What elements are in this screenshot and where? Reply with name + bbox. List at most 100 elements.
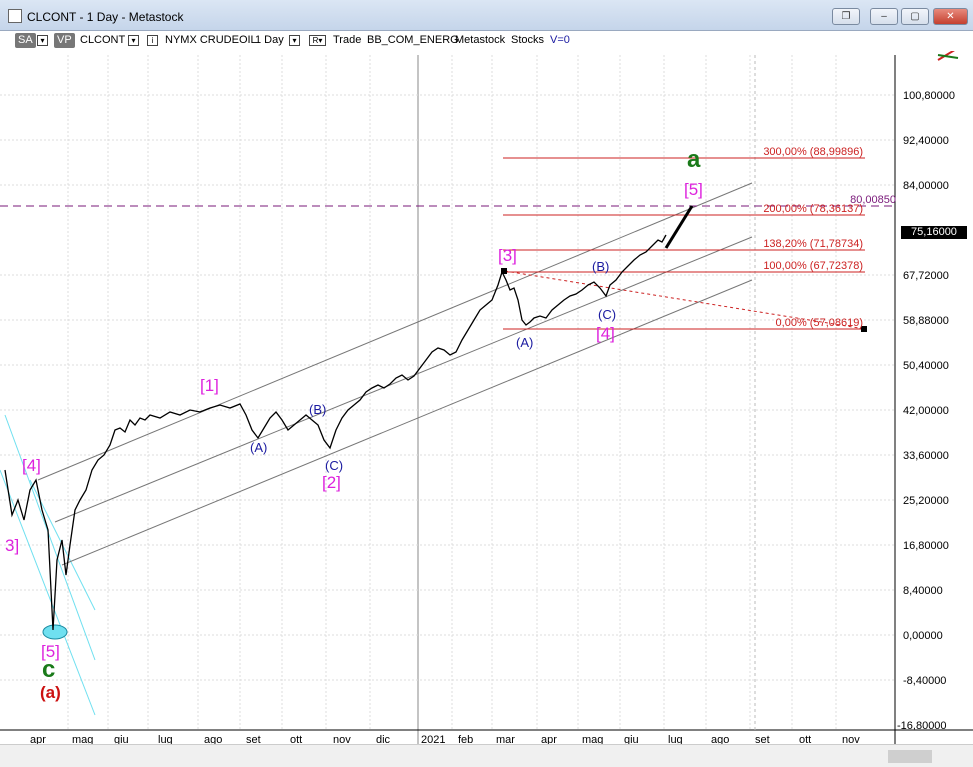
time-label: mar	[496, 734, 515, 744]
wave-a-top-label: a	[687, 146, 701, 173]
price-label: 8,40000	[903, 585, 943, 597]
wave-5-label: [5]	[684, 180, 703, 199]
r-dropdown[interactable]: R▾	[309, 35, 326, 46]
fib-levels	[503, 157, 866, 330]
period-label: 1 Day	[255, 34, 284, 46]
chart-window-icon	[8, 9, 22, 23]
vp-button[interactable]: VP	[54, 33, 75, 48]
wave-c1-label: (C)	[325, 458, 343, 473]
fib-labels: 300,00% (88,99896) 200,00% (78,36137) 13…	[763, 146, 896, 329]
price-label: 33,60000	[903, 450, 949, 462]
wave-2-label: [2]	[322, 473, 341, 492]
fib-label-100: 100,00% (67,72378)	[763, 260, 863, 272]
restore-icon: ❐	[841, 11, 851, 22]
wave-a-red-label: (a)	[40, 683, 61, 702]
price-label: 0,00000	[903, 630, 943, 642]
fib-label-138: 138,20% (71,78734)	[763, 238, 863, 250]
price-label: 92,40000	[903, 135, 949, 147]
time-label: apr	[541, 734, 557, 744]
fib-start-marker	[501, 268, 507, 274]
restore-button[interactable]: ❐	[832, 8, 860, 25]
wave-1-label: [1]	[200, 376, 219, 395]
time-label: feb	[458, 734, 473, 744]
time-label: set	[755, 734, 770, 744]
time-label: giu	[624, 734, 639, 744]
time-label: ago	[204, 734, 222, 744]
fib-label-0: 0,00% (57,08619)	[776, 317, 863, 329]
dashed-level-label: 80,00850	[850, 194, 896, 206]
info-icon[interactable]: i	[147, 35, 158, 46]
trend-channel	[37, 182, 753, 566]
trade-label: Trade	[333, 34, 362, 46]
wave-4-left-label: [4]	[22, 456, 41, 475]
wave-4-label: [4]	[596, 324, 615, 343]
time-label: ott	[799, 734, 811, 744]
maximize-icon: ▢	[910, 11, 920, 22]
wave-3-left-label: 3]	[5, 536, 19, 555]
close-icon: ✕	[946, 11, 955, 22]
wave-3-label: [3]	[498, 246, 517, 265]
price-label: 84,00000	[903, 180, 949, 192]
symbol-dropdown-icon[interactable]: ▾	[128, 35, 139, 46]
time-label: nov	[842, 734, 860, 744]
close-button[interactable]: ✕	[933, 8, 968, 25]
maximize-button[interactable]: ▢	[901, 8, 929, 25]
price-axis-labels: 100,80000 92,40000 84,00000 67,72000 58,…	[897, 90, 955, 732]
time-label: mag	[582, 734, 603, 744]
fib-end-marker	[861, 326, 867, 332]
wave-5-low-label: [5]	[41, 642, 60, 661]
price-label: -8,40000	[903, 675, 946, 687]
chart-toolbar: SA ▾ VP CLCONT ▾ i NYMX CRUDEOIL 1 Day ▾…	[0, 31, 973, 51]
price-label: 42,00000	[903, 405, 949, 417]
price-label: 50,40000	[903, 360, 949, 372]
price-label: 58,88000	[903, 315, 949, 327]
sa-dropdown-icon[interactable]: ▾	[37, 35, 48, 46]
time-label: ago	[711, 734, 729, 744]
wave-a2-label: (A)	[516, 335, 533, 350]
time-label: dic	[376, 734, 391, 744]
exchange-label: NYMX CRUDEOIL	[165, 34, 257, 46]
volume-label: V=0	[550, 34, 570, 46]
minimize-icon: –	[881, 11, 887, 22]
wave-c-green-label: c	[42, 656, 55, 683]
low-marker	[42, 624, 68, 640]
fib-label-200: 200,00% (78,36137)	[763, 203, 863, 215]
wave-a1-label: (A)	[250, 440, 267, 455]
time-label: giu	[114, 734, 129, 744]
source-label: Metastock	[455, 34, 506, 46]
wave-b2-label: (B)	[592, 259, 609, 274]
current-price-badge: 75,16000	[901, 226, 967, 239]
price-bars	[4, 234, 667, 631]
r-label: R	[312, 36, 319, 45]
period-dropdown-icon[interactable]: ▾	[289, 35, 300, 46]
time-axis-labels: apr mag giu lug ago set ott nov dic 2021…	[30, 734, 860, 744]
time-label: apr	[30, 734, 46, 744]
time-label: ott	[290, 734, 302, 744]
projection-line	[664, 205, 694, 249]
time-label: 2021	[421, 734, 445, 744]
sa-button[interactable]: SA	[15, 33, 36, 48]
price-label: -16,80000	[897, 720, 947, 732]
time-label: set	[246, 734, 261, 744]
time-label: lug	[668, 734, 683, 744]
wave-c2-label: (C)	[598, 307, 616, 322]
code-label: BB_COM_ENERG	[367, 34, 459, 46]
scrollbar-thumb[interactable]	[888, 750, 932, 763]
abc-labels: (A) (B) (C) (A) (B) (C)	[250, 259, 616, 473]
wave-b1-label: (B)	[309, 402, 326, 417]
minimize-button[interactable]: –	[870, 8, 898, 25]
title-bar: CLCONT - 1 Day - Metastock ❐ – ▢ ✕	[0, 0, 973, 31]
fib-label-300: 300,00% (88,99896)	[763, 146, 863, 158]
window-title: CLCONT - 1 Day - Metastock	[27, 10, 184, 24]
symbol-label: CLCONT	[80, 34, 126, 46]
time-label: lug	[158, 734, 173, 744]
time-label: mag	[72, 734, 93, 744]
wave-labels: 3] [4] [5] [1] [2] [3] [4] [5]	[5, 180, 703, 661]
type-label: Stocks	[511, 34, 545, 46]
price-label: 100,80000	[903, 90, 955, 102]
time-label: nov	[333, 734, 351, 744]
price-label: 67,72000	[903, 270, 949, 282]
grid-lines	[0, 55, 895, 744]
horizontal-scrollbar[interactable]	[0, 744, 973, 767]
drawing-tool-icon[interactable]	[937, 51, 959, 61]
